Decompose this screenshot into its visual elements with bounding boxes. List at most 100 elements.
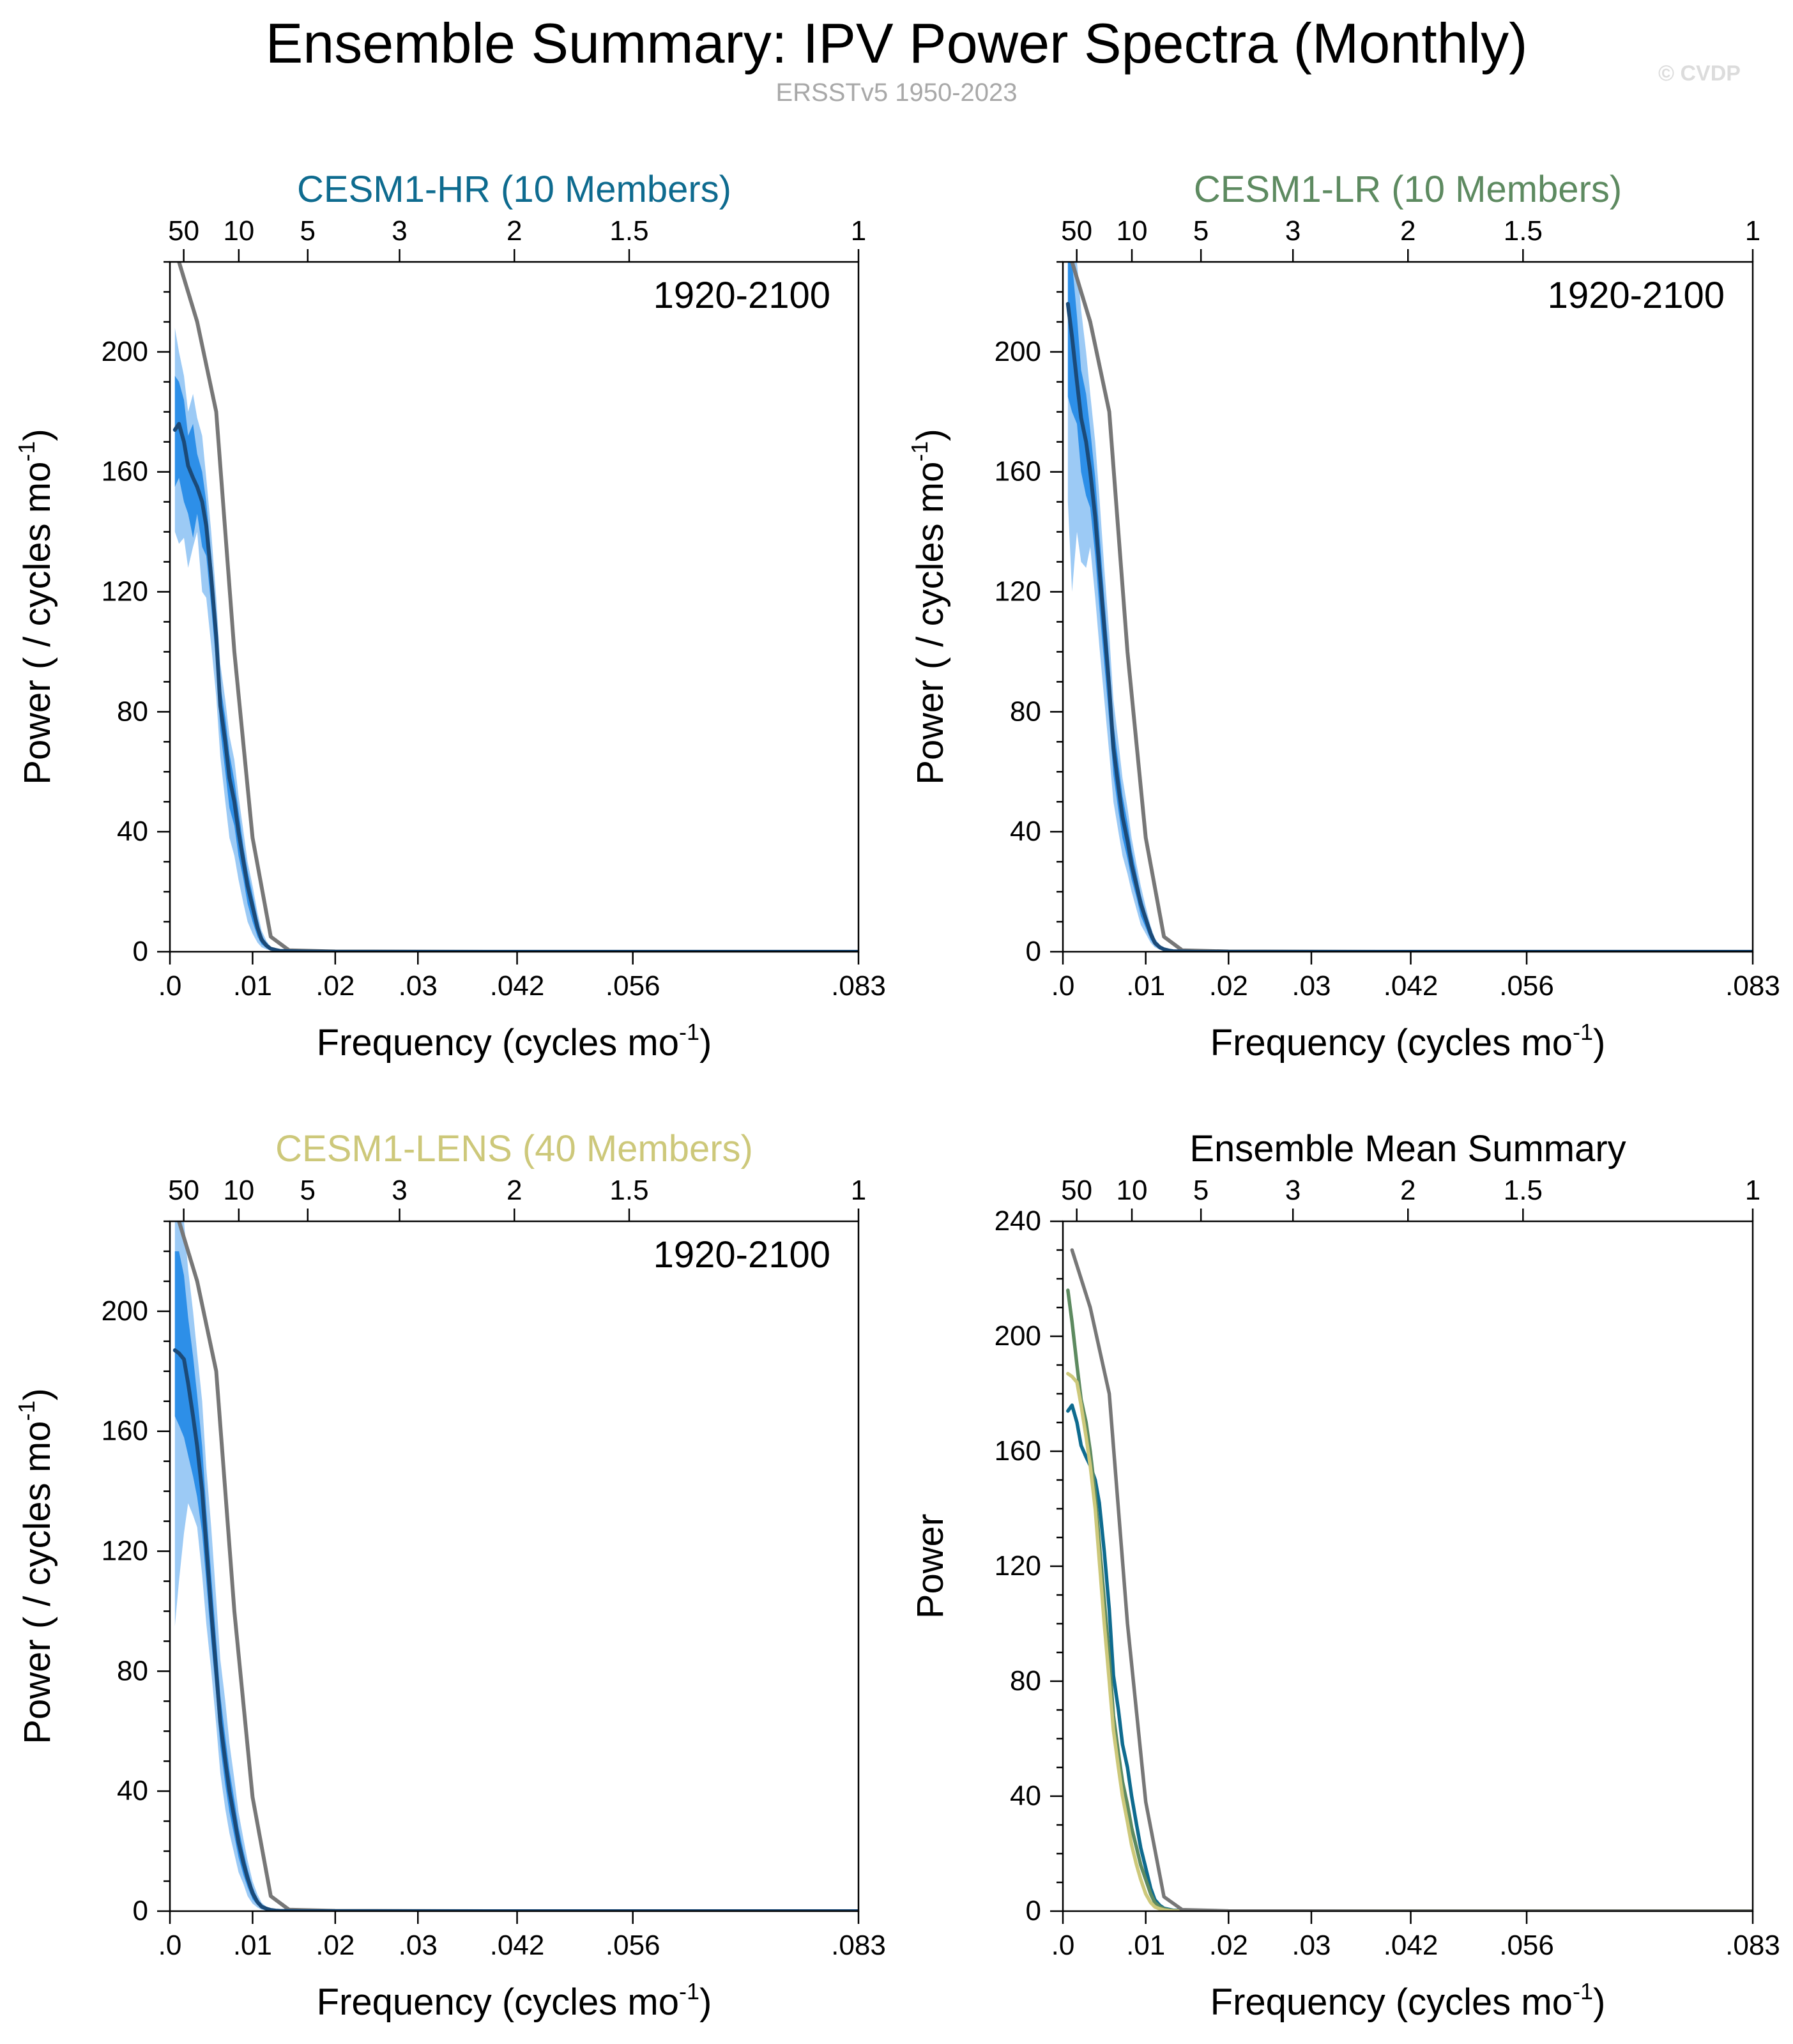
top-tick-label: 5 (300, 1175, 315, 1206)
x-axis-label: Frequency (cycles mo-1) (317, 1019, 712, 1064)
x-tick-label: .03 (1292, 1930, 1331, 1961)
obs-line (177, 262, 858, 952)
x-tick-label: .056 (606, 970, 660, 1002)
top-tick-label: 10 (223, 215, 254, 247)
x-tick-label: .042 (490, 1930, 545, 1961)
spread-band-inner (174, 1251, 858, 1911)
panel-1-data (172, 262, 858, 952)
panel-title: CESM1-LENS (40 Members) (275, 1128, 753, 1170)
x-tick-label: .083 (831, 1930, 886, 1961)
y-tick-label: 40 (1010, 1780, 1041, 1811)
spread-band-inner (174, 376, 858, 952)
top-tick-label: 10 (1117, 1175, 1148, 1206)
y-tick-label: 160 (102, 1415, 148, 1447)
y-tick-label: 160 (995, 1435, 1041, 1467)
spread-band-outer (174, 1221, 858, 1911)
y-tick-label: 80 (117, 1655, 148, 1686)
y-tick-label: 40 (117, 1775, 148, 1806)
subtitle: ERSSTv5 1950-2023 (775, 79, 1018, 107)
x-tick-label: .02 (316, 1930, 355, 1961)
y-axis-label: Power ( / cycles mo-1) (13, 429, 58, 784)
x-tick-label: .03 (399, 970, 438, 1002)
x-axis-label: Frequency (cycles mo-1) (1210, 1019, 1606, 1064)
top-tick-label: 1 (1745, 1175, 1760, 1206)
x-tick-label: .042 (1384, 1930, 1438, 1961)
x-tick-label: .056 (606, 1930, 660, 1961)
y-tick-label: 240 (995, 1205, 1041, 1237)
top-tick-label: 1 (851, 1175, 866, 1206)
ensemble-mean-line (172, 1348, 858, 1911)
top-tick-label: 50 (168, 215, 199, 247)
top-tick-label: 10 (223, 1175, 254, 1206)
top-tick-label: 5 (1193, 215, 1209, 247)
x-tick-label: .01 (233, 970, 272, 1002)
y-tick-label: 160 (102, 456, 148, 487)
x-tick-label: .02 (1209, 970, 1248, 1002)
top-tick-label: 5 (300, 215, 315, 247)
x-tick-label: .042 (490, 970, 545, 1002)
obs-line (1070, 262, 1753, 952)
panel-3: 0 40 80 120 160 200 .0 .01 .02 .03 .042 .056 .083 50 1… (13, 1128, 886, 2023)
spread-band-outer (1067, 262, 1753, 952)
y-tick-label: 80 (1010, 1665, 1041, 1697)
series-line-cesm1-lr (1066, 1288, 1753, 1911)
panel-4-data (1066, 1248, 1753, 1911)
top-tick-label: 1 (851, 215, 866, 247)
top-tick-label: 3 (392, 215, 407, 247)
y-tick-label: 120 (995, 576, 1041, 607)
top-tick-label: 50 (1061, 1175, 1092, 1206)
top-tick-label: 1.5 (1504, 1175, 1543, 1206)
panel-4: 0 40 80 120 160 200 240 .0 .01 .02 .03 .042 .056 .083… (910, 1128, 1780, 2023)
copyright-watermark: © CVDP (1658, 61, 1741, 86)
x-tick-label: .083 (1725, 1930, 1780, 1961)
x-tick-label: .083 (831, 970, 886, 1002)
series-line-cesm1-lens (1066, 1371, 1753, 1911)
top-tick-label: 2 (1400, 1175, 1415, 1206)
top-tick-label: 3 (1285, 1175, 1301, 1206)
period-annotation: 1920-2100 (653, 1234, 830, 1276)
spread-band-outer (174, 328, 858, 952)
top-tick-label: 3 (1285, 215, 1301, 247)
x-tick-label: .083 (1725, 970, 1780, 1002)
x-tick-label: .03 (1292, 970, 1331, 1002)
x-tick-label: .01 (233, 1930, 272, 1961)
plot-frame (169, 261, 860, 953)
y-tick-label: 40 (1010, 816, 1041, 847)
x-tick-label: .0 (158, 970, 182, 1002)
top-tick-label: 2 (507, 215, 522, 247)
x-tick-label: .03 (399, 1930, 438, 1961)
y-tick-label: 120 (995, 1550, 1041, 1582)
top-tick-label: 10 (1117, 215, 1148, 247)
period-annotation: 1920-2100 (653, 275, 830, 316)
top-tick-label: 3 (392, 1175, 407, 1206)
y-tick-label: 0 (1026, 936, 1041, 967)
period-annotation: 1920-2100 (1548, 275, 1725, 316)
x-axis-label: Frequency (cycles mo-1) (317, 1978, 712, 2023)
panel-title: Ensemble Mean Summary (1189, 1128, 1626, 1170)
top-tick-label: 50 (1061, 215, 1092, 247)
y-axis-label: Power ( / cycles mo-1) (906, 429, 951, 784)
y-tick-label: 80 (1010, 696, 1041, 727)
series-line-ersstv5 (1070, 1248, 1753, 1911)
plot-frame (1062, 261, 1754, 953)
plot-frame (169, 1220, 860, 1912)
y-axis-label: Power ( / cycles mo-1) (13, 1388, 58, 1744)
y-tick-label: 200 (102, 1295, 148, 1327)
y-tick-label: 200 (995, 336, 1041, 367)
x-tick-label: .01 (1126, 1930, 1165, 1961)
panel-2: 0 40 80 120 160 200 .0 .01 .02 .03 .042 .056 .083 50 1… (906, 169, 1780, 1064)
x-tick-label: .02 (316, 970, 355, 1002)
x-tick-label: .0 (158, 1930, 182, 1961)
y-tick-label: 80 (117, 696, 148, 727)
panel-title: CESM1-HR (10 Members) (297, 169, 731, 210)
x-tick-label: .0 (1051, 1930, 1075, 1961)
y-tick-label: 0 (1026, 1895, 1041, 1926)
top-tick-label: 1 (1745, 215, 1760, 247)
top-tick-label: 5 (1193, 1175, 1209, 1206)
top-tick-label: 2 (1400, 215, 1415, 247)
top-tick-label: 2 (507, 1175, 522, 1206)
plot-frame (1062, 1220, 1754, 1912)
x-tick-label: .02 (1209, 1930, 1248, 1961)
top-tick-label: 1.5 (609, 1175, 648, 1206)
